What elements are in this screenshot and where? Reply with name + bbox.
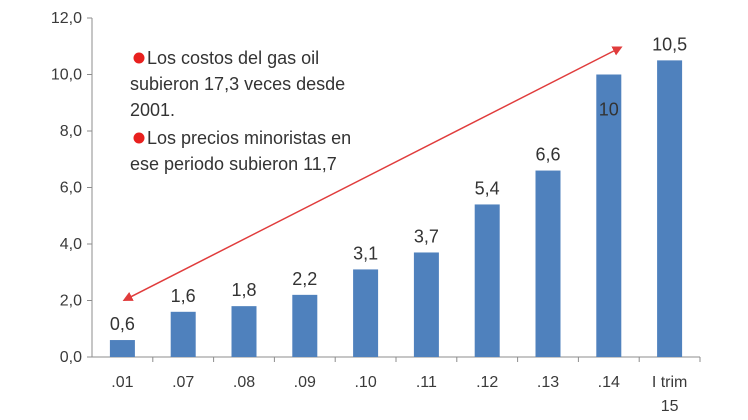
trend-arrow-line: [122, 46, 623, 301]
annotation-line: 2001.: [130, 100, 175, 120]
y-tick-label: 4,0: [60, 236, 82, 253]
x-tick-label: .12: [476, 374, 498, 391]
x-tick-label: .09: [294, 374, 316, 391]
annotation-notes: Los costos del gas oil subieron 17,3 vece…: [130, 48, 351, 174]
annotation-line: Los costos del gas oil: [147, 48, 319, 68]
y-tick-label: 2,0: [60, 293, 82, 310]
data-label: 10,5: [652, 34, 687, 54]
data-label: 10: [599, 100, 619, 120]
x-tick-label: .10: [354, 374, 376, 391]
x-tick-label: .11: [416, 374, 437, 391]
y-tick-label: 10,0: [51, 67, 82, 84]
data-label: 6,6: [535, 145, 560, 165]
bar: [292, 294, 318, 357]
y-tick-label: 0,0: [60, 349, 82, 366]
bar: [109, 340, 135, 357]
bullet-icon: [133, 52, 145, 64]
bullet-icon: [133, 132, 145, 144]
y-tick-label: 6,0: [60, 180, 82, 197]
data-label: 3,7: [414, 226, 439, 246]
x-axis: .01 .07 .08 .09 .10 .11 .12 .13 .14 I trim 15: [92, 356, 701, 415]
data-label: 2,2: [292, 269, 317, 289]
data-label: 5,4: [475, 178, 500, 198]
annotation-line: subieron 17,3 veces desde: [130, 74, 345, 94]
x-tick-label: .01: [111, 374, 133, 391]
y-tick-label: 12,0: [51, 10, 82, 27]
bar: [474, 204, 500, 357]
data-label: 0,6: [110, 314, 135, 334]
data-label: 1,8: [231, 280, 256, 300]
y-axis: 0,0 2,0 4,0 6,0 8,0 10,0 12,0: [51, 10, 93, 366]
x-tick-label: .14: [598, 374, 620, 391]
data-label: 3,1: [353, 243, 378, 263]
data-label: 1,6: [171, 286, 196, 306]
x-tick-label: .08: [233, 374, 255, 391]
bar: [535, 170, 561, 357]
x-tick-label: .13: [537, 374, 559, 391]
bar: [413, 252, 439, 357]
x-tick-label: I trim 15: [652, 374, 688, 415]
bar: [657, 60, 683, 357]
annotation-line: ese periodo subieron 11,7: [130, 154, 337, 174]
bar: [170, 311, 196, 357]
trend-arrow: [122, 46, 623, 301]
annotation-line: Los precios minoristas en: [147, 128, 351, 148]
bar: [353, 269, 379, 357]
x-tick-label: .07: [172, 374, 194, 391]
bars: [109, 60, 683, 357]
y-tick-label: 8,0: [60, 123, 82, 140]
bar: [231, 306, 257, 357]
